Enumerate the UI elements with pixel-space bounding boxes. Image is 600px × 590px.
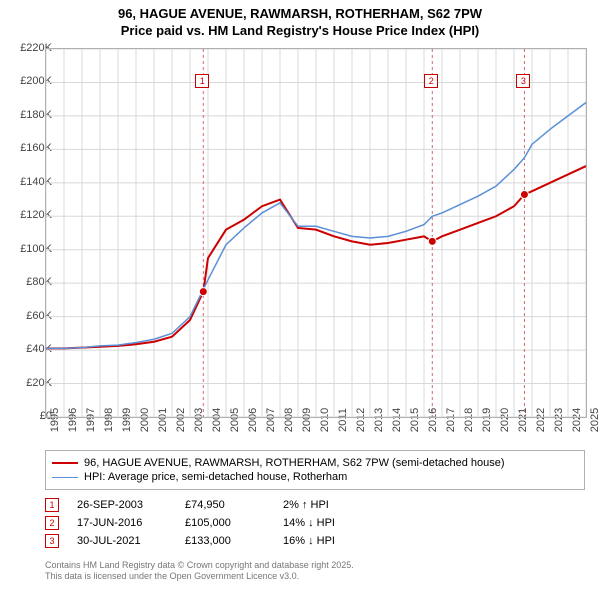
marker-square-icon: 1 (45, 498, 59, 512)
title-block: 96, HAGUE AVENUE, RAWMARSH, ROTHERHAM, S… (0, 0, 600, 40)
legend-label: 96, HAGUE AVENUE, RAWMARSH, ROTHERHAM, S… (84, 457, 505, 469)
legend-item: HPI: Average price, semi-detached house,… (52, 471, 578, 483)
title-line-1: 96, HAGUE AVENUE, RAWMARSH, ROTHERHAM, S… (0, 6, 600, 23)
footnote-line: Contains HM Land Registry data © Crown c… (45, 560, 354, 571)
transaction-delta: 14% ↓ HPI (283, 517, 335, 529)
transaction-delta: 2% ↑ HPI (283, 499, 329, 511)
legend: 96, HAGUE AVENUE, RAWMARSH, ROTHERHAM, S… (45, 450, 585, 490)
table-row: 3 30-JUL-2021 £133,000 16% ↓ HPI (45, 534, 585, 548)
chart-plot-area (45, 48, 587, 418)
chart-svg (46, 49, 586, 417)
transactions-table: 1 26-SEP-2003 £74,950 2% ↑ HPI 2 17-JUN-… (45, 494, 585, 552)
transaction-price: £74,950 (185, 499, 265, 511)
footnote-line: This data is licensed under the Open Gov… (45, 571, 354, 582)
legend-item: 96, HAGUE AVENUE, RAWMARSH, ROTHERHAM, S… (52, 457, 578, 469)
transaction-price: £133,000 (185, 535, 265, 547)
sale-marker-label: 1 (195, 74, 209, 88)
title-line-2: Price paid vs. HM Land Registry's House … (0, 23, 600, 40)
sale-marker-label: 2 (424, 74, 438, 88)
legend-swatch-icon (52, 477, 78, 478)
x-tick-label: 2025 (589, 408, 600, 432)
legend-swatch-icon (52, 462, 78, 464)
table-row: 1 26-SEP-2003 £74,950 2% ↑ HPI (45, 498, 585, 512)
transaction-date: 30-JUL-2021 (77, 535, 167, 547)
table-row: 2 17-JUN-2016 £105,000 14% ↓ HPI (45, 516, 585, 530)
transaction-date: 17-JUN-2016 (77, 517, 167, 529)
transaction-date: 26-SEP-2003 (77, 499, 167, 511)
legend-label: HPI: Average price, semi-detached house,… (84, 471, 347, 483)
marker-square-icon: 2 (45, 516, 59, 530)
sale-marker-label: 3 (516, 74, 530, 88)
figure-container: 96, HAGUE AVENUE, RAWMARSH, ROTHERHAM, S… (0, 0, 600, 590)
marker-square-icon: 3 (45, 534, 59, 548)
transaction-price: £105,000 (185, 517, 265, 529)
footnote: Contains HM Land Registry data © Crown c… (45, 560, 354, 583)
transaction-delta: 16% ↓ HPI (283, 535, 335, 547)
